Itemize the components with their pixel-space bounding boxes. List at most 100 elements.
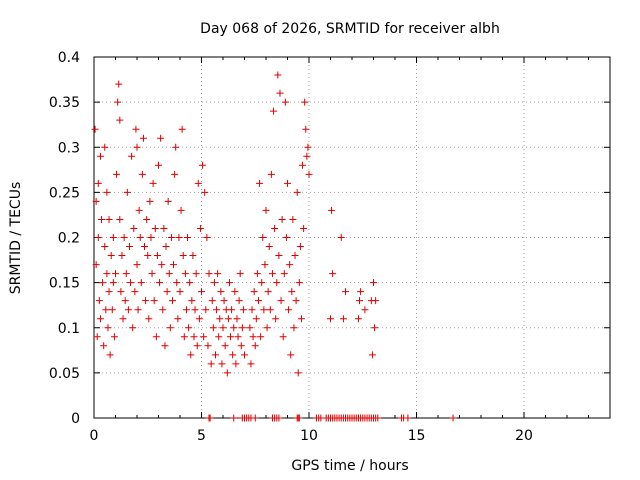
data-point bbox=[164, 197, 172, 205]
data-point bbox=[290, 324, 298, 332]
data-point bbox=[162, 243, 170, 251]
data-point bbox=[218, 360, 226, 368]
data-point bbox=[103, 188, 111, 196]
data-point bbox=[171, 170, 179, 178]
data-point bbox=[176, 288, 184, 296]
data-point bbox=[129, 324, 137, 332]
data-point bbox=[143, 215, 151, 223]
data-point bbox=[185, 324, 193, 332]
data-point bbox=[113, 170, 121, 178]
data-point bbox=[292, 297, 300, 305]
data-point bbox=[372, 297, 380, 305]
data-point bbox=[231, 288, 239, 296]
data-point bbox=[329, 270, 337, 278]
data-point bbox=[145, 315, 153, 323]
data-point bbox=[259, 234, 267, 241]
data-point bbox=[92, 261, 100, 269]
data-point bbox=[116, 215, 124, 223]
data-point bbox=[204, 342, 212, 350]
data-point bbox=[117, 288, 125, 296]
data-point bbox=[173, 279, 181, 287]
data-point bbox=[291, 252, 299, 260]
data-point bbox=[303, 152, 311, 160]
data-point bbox=[147, 234, 155, 241]
data-point bbox=[267, 170, 275, 178]
data-point bbox=[253, 270, 261, 278]
data-point bbox=[254, 297, 262, 305]
y-tick-label: 0.05 bbox=[49, 366, 80, 382]
data-point bbox=[201, 188, 209, 196]
x-tick-label: 0 bbox=[90, 428, 99, 444]
data-point bbox=[354, 315, 362, 323]
data-point bbox=[300, 224, 308, 232]
data-point bbox=[287, 351, 295, 359]
data-point bbox=[150, 297, 158, 305]
data-point bbox=[257, 333, 265, 341]
x-tick-label: 15 bbox=[408, 428, 426, 444]
x-axis: 0 5 10 15 20 bbox=[90, 57, 611, 444]
data-point bbox=[238, 324, 246, 332]
data-point bbox=[276, 89, 284, 97]
data-point bbox=[120, 234, 128, 241]
data-point bbox=[277, 297, 285, 305]
data-point bbox=[179, 252, 187, 260]
data-point bbox=[258, 279, 266, 287]
data-point bbox=[328, 206, 336, 214]
x-tick-label: 5 bbox=[197, 428, 206, 444]
data-point bbox=[404, 414, 412, 422]
data-point bbox=[110, 333, 118, 341]
data-point bbox=[361, 306, 369, 314]
data-point bbox=[192, 270, 200, 278]
data-point bbox=[190, 333, 198, 341]
data-point bbox=[295, 279, 303, 287]
data-point bbox=[102, 306, 110, 314]
data-point bbox=[295, 414, 303, 422]
data-point bbox=[235, 297, 243, 305]
data-point bbox=[342, 288, 350, 296]
data-point bbox=[297, 315, 305, 323]
data-point bbox=[131, 288, 139, 296]
data-point bbox=[114, 98, 122, 106]
data-point bbox=[156, 279, 164, 287]
data-point bbox=[180, 333, 188, 341]
data-point bbox=[123, 188, 131, 196]
data-point bbox=[166, 324, 174, 332]
data-point bbox=[230, 324, 238, 332]
data-point bbox=[370, 279, 377, 287]
data-point bbox=[236, 270, 244, 278]
data-point bbox=[217, 288, 225, 296]
data-point bbox=[187, 351, 195, 359]
y-tick-label: 0.3 bbox=[58, 140, 80, 156]
data-point bbox=[101, 243, 109, 251]
data-point bbox=[163, 288, 171, 296]
data-point bbox=[215, 333, 223, 341]
data-point bbox=[158, 261, 166, 269]
data-point bbox=[160, 224, 168, 232]
data-point bbox=[227, 333, 235, 341]
data-point bbox=[167, 234, 175, 241]
data-point bbox=[199, 161, 207, 169]
data-point bbox=[182, 306, 190, 314]
y-tick-label: 0.15 bbox=[49, 276, 80, 292]
data-point bbox=[188, 297, 196, 305]
data-point bbox=[265, 243, 273, 251]
data-point bbox=[119, 315, 127, 323]
data-point bbox=[250, 288, 258, 296]
data-point bbox=[246, 324, 254, 332]
data-point bbox=[205, 270, 213, 278]
data-point bbox=[96, 152, 104, 160]
data-point bbox=[278, 215, 286, 223]
data-point bbox=[161, 342, 169, 350]
data-point bbox=[294, 369, 302, 377]
data-point bbox=[289, 215, 297, 223]
data-point bbox=[260, 306, 268, 314]
data-point bbox=[146, 197, 154, 205]
data-point bbox=[157, 134, 165, 142]
y-tick-label: 0.4 bbox=[58, 50, 80, 66]
y-tick-label: 0.25 bbox=[49, 185, 80, 201]
data-point bbox=[249, 333, 257, 341]
data-point bbox=[207, 360, 215, 368]
data-point bbox=[229, 351, 237, 359]
data-point bbox=[100, 342, 108, 350]
